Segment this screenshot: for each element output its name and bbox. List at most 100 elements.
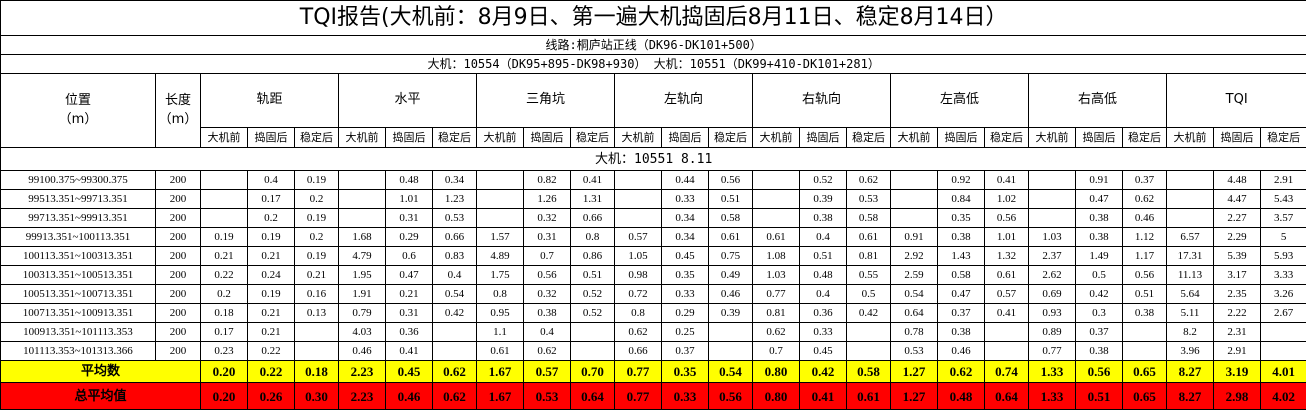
- value: 0.17: [200, 322, 248, 342]
- header-sub: 捣固后: [385, 127, 433, 148]
- total-row: 总平均值 0.20 0.26 0.30 2.23 0.46 0.62 1.67 0.53 0.64…: [0, 382, 1306, 410]
- value: 2.35: [1213, 284, 1261, 304]
- length: 200: [155, 265, 201, 285]
- length: 200: [155, 227, 201, 247]
- value: 0.19: [294, 208, 339, 228]
- value: 0.7: [752, 341, 800, 361]
- value: 0.21: [385, 284, 433, 304]
- total-value: 0.64: [984, 382, 1029, 410]
- value: 0.47: [937, 284, 985, 304]
- value: 0.83: [432, 246, 477, 266]
- header-sub: 捣固后: [1213, 127, 1261, 148]
- value: 0.86: [570, 246, 615, 266]
- value: 0.56: [984, 208, 1029, 228]
- position: 99100.375~99300.375: [0, 170, 156, 190]
- header-sub: 大机前: [890, 127, 938, 148]
- value: 0.36: [385, 322, 433, 342]
- title-row: TQI报告(大机前：8月9日、第一遍大机捣固后8月11日、稳定8月14日）: [0, 0, 1306, 36]
- value: 0.62: [752, 322, 800, 342]
- total-value: 1.33: [1028, 382, 1076, 410]
- value: [1122, 322, 1167, 342]
- header-sub: 大机前: [614, 127, 662, 148]
- header-group: 三角坑: [476, 73, 615, 128]
- value: [294, 322, 339, 342]
- title: TQI报告(大机前：8月9日、第一遍大机捣固后8月11日、稳定8月14日）: [0, 0, 1306, 36]
- length: 200: [155, 341, 201, 361]
- value: 0.22: [200, 265, 248, 285]
- average-value: 3.19: [1213, 360, 1261, 383]
- value: 2.31: [1213, 322, 1261, 342]
- total-value: 0.65: [1122, 382, 1167, 410]
- value: [1259, 322, 1306, 342]
- value: 0.58: [708, 208, 753, 228]
- value: [614, 170, 662, 190]
- value: 0.64: [890, 303, 938, 323]
- header-group: 右高低: [1028, 73, 1167, 128]
- value: 0.38: [1075, 208, 1123, 228]
- average-value: 0.54: [708, 360, 753, 383]
- value: 0.38: [1122, 303, 1167, 323]
- value: 1.26: [523, 189, 571, 209]
- length: 200: [155, 246, 201, 266]
- average-value: 0.42: [799, 360, 847, 383]
- average-value: 0.62: [432, 360, 477, 383]
- value: 5.11: [1166, 303, 1214, 323]
- average-value: 0.74: [984, 360, 1029, 383]
- value: [1166, 170, 1214, 190]
- machine-row: 大机：10554（DK95+895-DK98+930） 大机：10551（DK9…: [0, 54, 1306, 74]
- value: 3.57: [1259, 208, 1306, 228]
- value: 2.59: [890, 265, 938, 285]
- value: 0.61: [476, 341, 524, 361]
- value: 2.62: [1028, 265, 1076, 285]
- position: 100913.351~101113.353: [0, 322, 156, 342]
- header-sub: 捣固后: [1075, 127, 1123, 148]
- header-sub: 捣固后: [247, 127, 295, 148]
- value: 0.34: [661, 227, 709, 247]
- value: 5.39: [1213, 246, 1261, 266]
- value: 0.18: [200, 303, 248, 323]
- value: 0.36: [799, 303, 847, 323]
- value: 0.92: [937, 170, 985, 190]
- total-value: 0.62: [432, 382, 477, 410]
- header-sub: 大机前: [476, 127, 524, 148]
- value: 0.19: [247, 227, 295, 247]
- value: [1259, 341, 1306, 361]
- header-sub: 稳定后: [432, 127, 477, 148]
- total-value: 0.51: [1075, 382, 1123, 410]
- value: 0.61: [984, 265, 1029, 285]
- average-value: 1.27: [890, 360, 938, 383]
- length: 200: [155, 284, 201, 304]
- value: 0.66: [570, 208, 615, 228]
- machine-info: 大机：10554（DK95+895-DK98+930） 大机：10551（DK9…: [0, 54, 1306, 74]
- value: 0.62: [523, 341, 571, 361]
- data-row: 101113.353~101313.366 200 0.23 0.22 0.46 0.41…: [0, 341, 1306, 361]
- value: 4.48: [1213, 170, 1261, 190]
- average-value: 0.57: [523, 360, 571, 383]
- length: 200: [155, 189, 201, 209]
- value: 0.21: [247, 303, 295, 323]
- value: 0.53: [846, 189, 891, 209]
- value: [890, 208, 938, 228]
- data-row: 99913.351~100113.351 200 0.19 0.19 0.2 1.68 0.…: [0, 227, 1306, 247]
- value: 0.17: [247, 189, 295, 209]
- position: 100513.351~100713.351: [0, 284, 156, 304]
- value: [752, 170, 800, 190]
- value: [752, 189, 800, 209]
- value: 0.47: [1075, 189, 1123, 209]
- value: 0.54: [890, 284, 938, 304]
- data-row: 100313.351~100513.351 200 0.22 0.24 0.21 1.95…: [0, 265, 1306, 285]
- value: [476, 189, 524, 209]
- value: 0.7: [523, 246, 571, 266]
- value: [200, 170, 248, 190]
- value: 0.38: [523, 303, 571, 323]
- value: [1028, 189, 1076, 209]
- value: [890, 189, 938, 209]
- value: 0.21: [200, 246, 248, 266]
- average-value: 2.23: [338, 360, 386, 383]
- value: 0.4: [523, 322, 571, 342]
- value: 8.2: [1166, 322, 1214, 342]
- value: 0.81: [846, 246, 891, 266]
- header-group: 右轨向: [752, 73, 891, 128]
- value: 0.46: [937, 341, 985, 361]
- value: 0.82: [523, 170, 571, 190]
